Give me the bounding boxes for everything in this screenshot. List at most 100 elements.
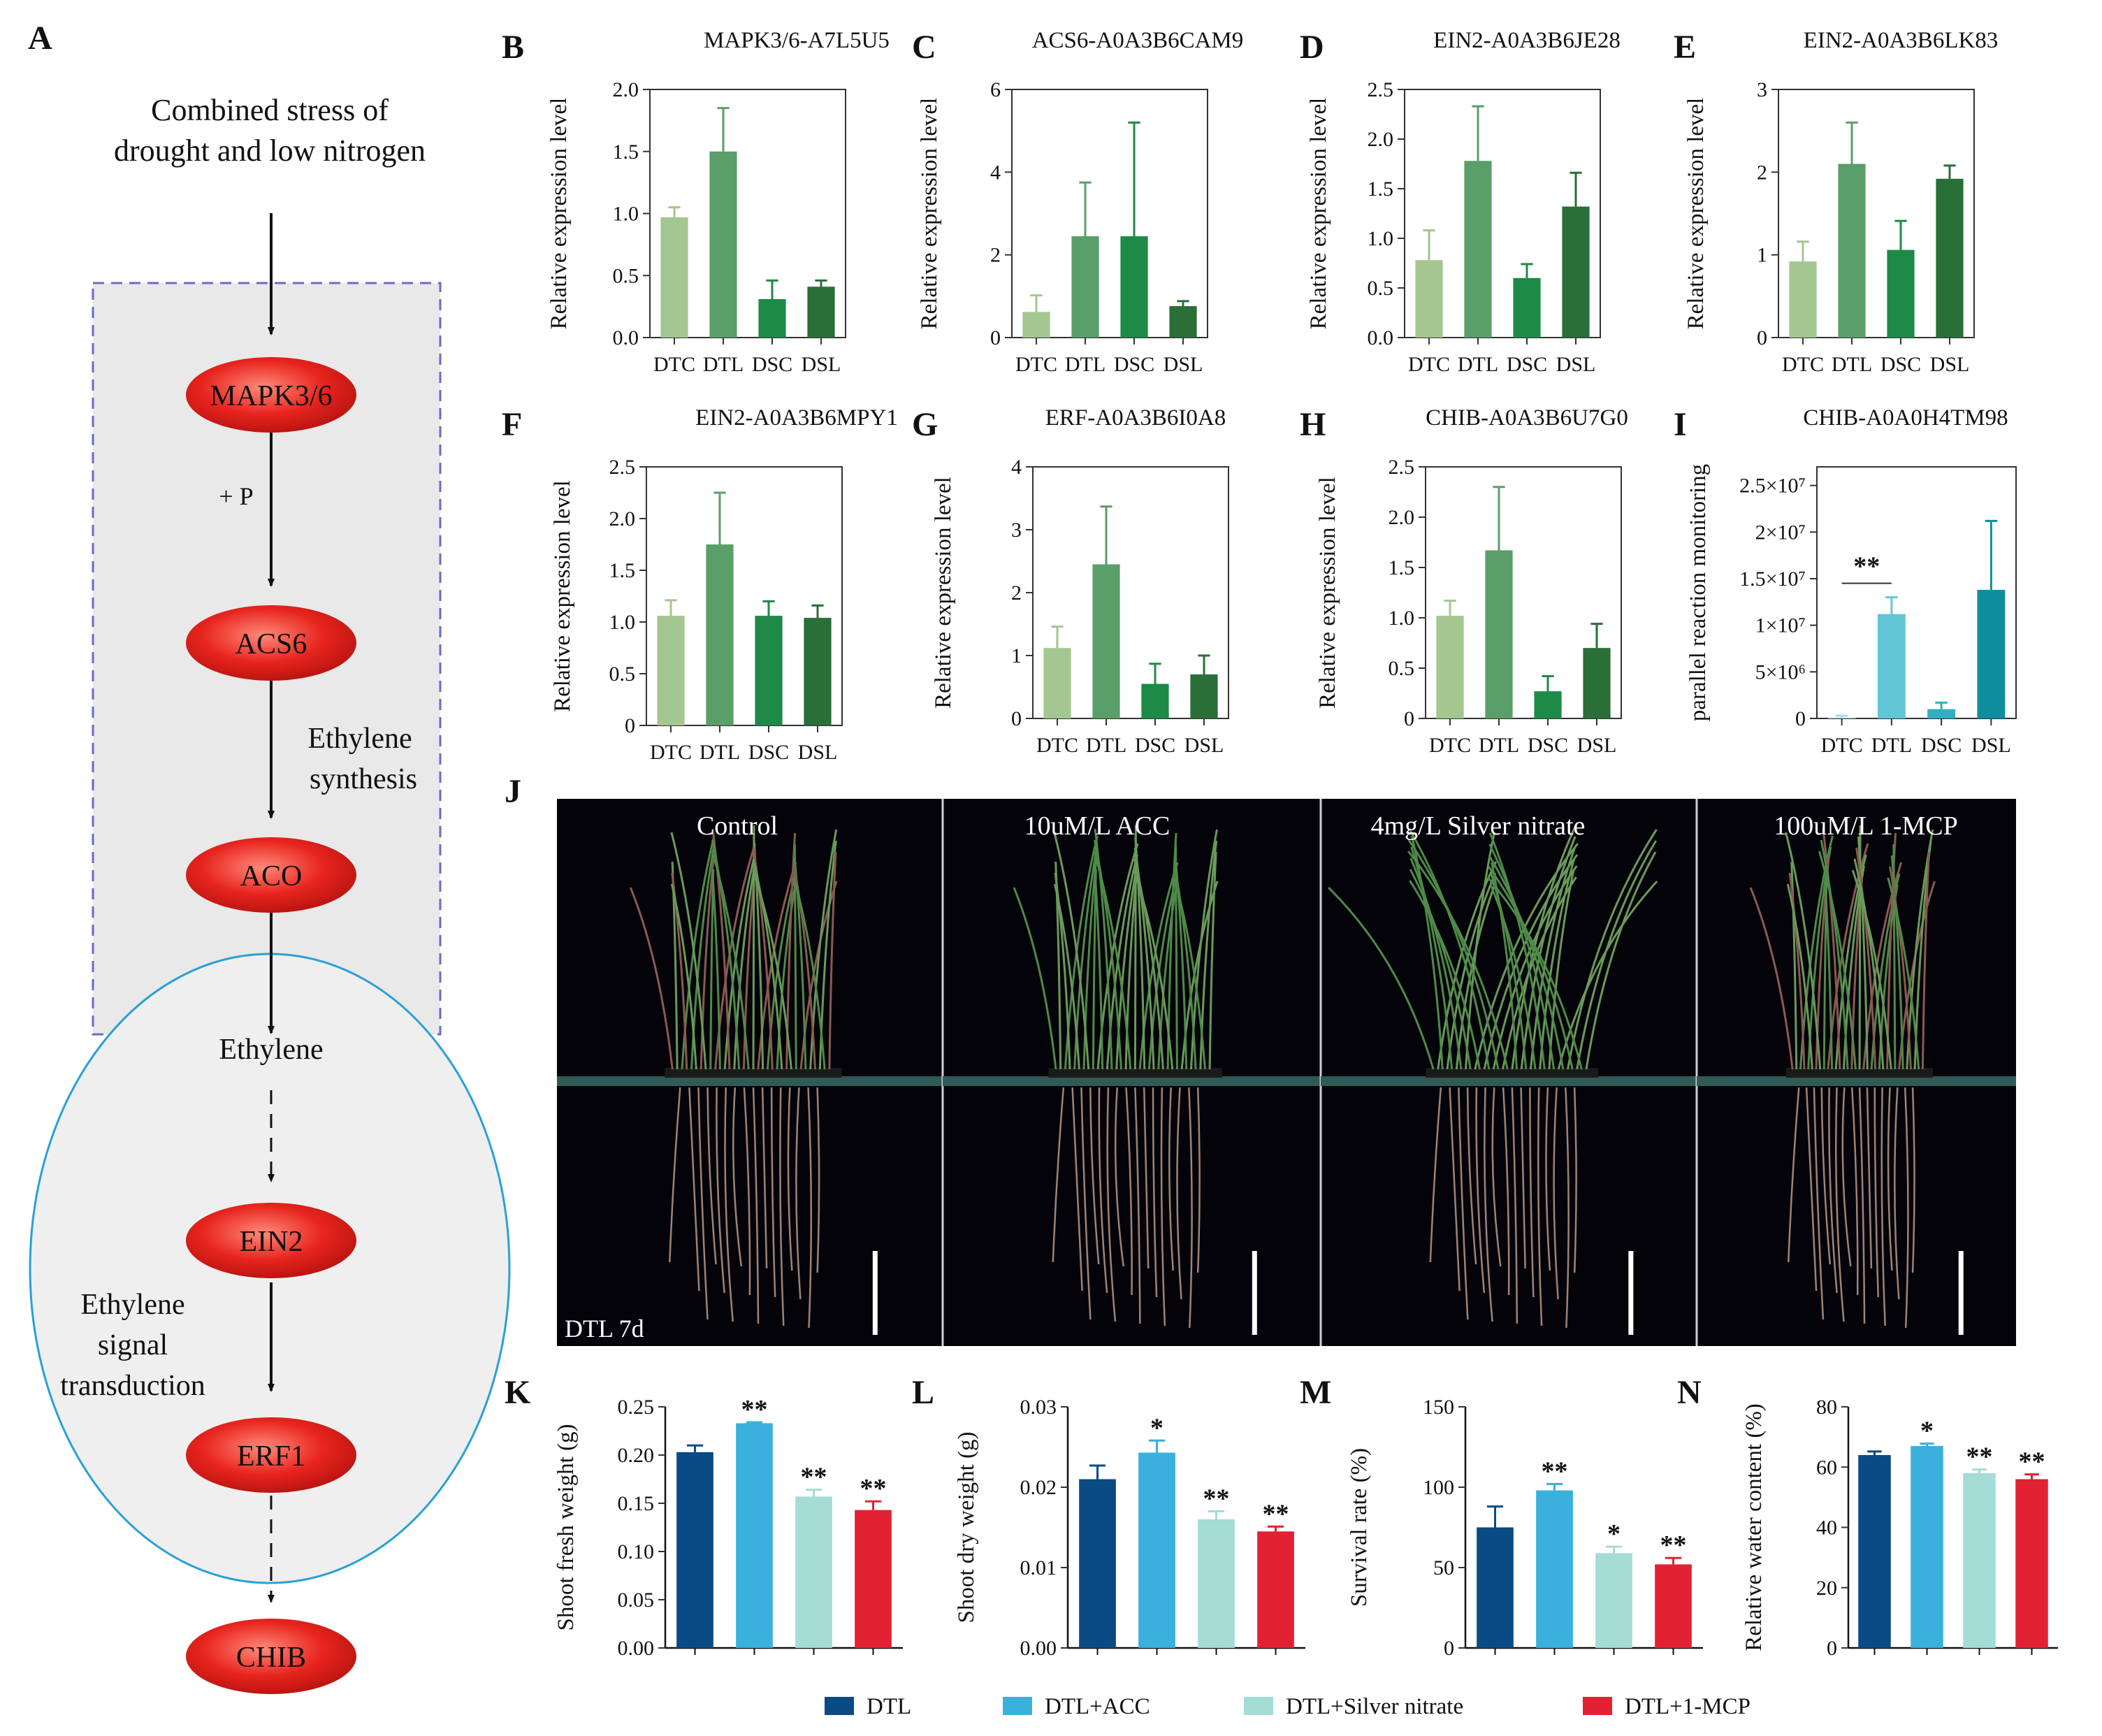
y-tick-label: 0.20 — [618, 1444, 655, 1467]
signal-line-1: Ethylene — [80, 1289, 184, 1321]
phospho-label: + P — [219, 482, 253, 510]
y-tick-label: 1 — [1011, 644, 1022, 667]
y-axis-label: Relative expression level — [1315, 477, 1340, 709]
chart-panel-g: G ERF-A0A3B6I0A8 0 1 2 3 4 Relative expression … — [912, 405, 1229, 757]
y-tick-label: 1×10⁷ — [1755, 614, 1806, 637]
chart-title-i: CHIB-A0A0H4TM98 — [1803, 405, 2008, 431]
water-surface — [1321, 1076, 1696, 1086]
x-tick-label: DTL — [1086, 734, 1126, 757]
bar-c-3 — [1169, 306, 1197, 338]
panel-label-b: B — [502, 29, 524, 66]
legend-swatch-2 — [1244, 1697, 1273, 1715]
bar-n-3 — [2015, 1479, 2048, 1648]
treatment-legend: DTL DTL+ACC DTL+Silver nitrate DTL+1-MCP — [825, 1694, 1751, 1719]
x-tick-label: DTL — [1479, 734, 1519, 757]
bar-h-2 — [1534, 691, 1562, 718]
x-tick-label: DSC — [1135, 734, 1175, 757]
significance-mark: ** — [1542, 1456, 1568, 1486]
y-tick-label: 2.0 — [609, 507, 636, 530]
bar-l-3 — [1257, 1531, 1294, 1648]
y-tick-label: 0.10 — [618, 1540, 655, 1563]
scale-bar — [1252, 1251, 1257, 1335]
y-tick-label: 0 — [625, 714, 635, 737]
y-tick-label: 0 — [1444, 1637, 1454, 1660]
bar-k-1 — [736, 1423, 773, 1648]
x-tick-label: DTL — [703, 353, 744, 376]
y-tick-label: 0.02 — [1020, 1476, 1057, 1499]
panel-label-d: D — [1300, 29, 1324, 66]
bar-b-1 — [709, 151, 737, 338]
y-tick-label: 50 — [1433, 1556, 1454, 1579]
bar-d-0 — [1415, 260, 1443, 338]
y-tick-label: 0.5 — [1368, 277, 1394, 300]
panel-label-n: N — [1677, 1374, 1702, 1411]
x-tick-label: DSC — [1114, 353, 1154, 376]
chart-panel-h: H CHIB-A0A3B6U7G0 0 0.5 1.0 1.5 2.0 2.5 Relative… — [1300, 405, 1628, 757]
bar-k-0 — [676, 1452, 713, 1648]
signal-line-3: transduction — [60, 1370, 205, 1402]
chart-panel-b: B MAPK3/6-A7L5U5 0.0 0.5 1.0 1.5 2.0 Relative e… — [502, 28, 890, 376]
chart-title-e: EIN2-A0A3B6LK83 — [1804, 28, 1999, 53]
shoots — [1749, 825, 1936, 1070]
panel-label-m: M — [1300, 1374, 1331, 1411]
bar-g-0 — [1043, 648, 1071, 718]
bar-f-2 — [755, 616, 783, 725]
y-tick-label: 0.05 — [618, 1589, 655, 1612]
chart-title-h: CHIB-A0A3B6U7G0 — [1426, 405, 1628, 431]
y-tick-label: 40 — [1816, 1517, 1837, 1540]
bar-c-1 — [1071, 236, 1099, 338]
photo-caption-1mcp: 100uM/L 1-MCP — [1774, 811, 1958, 841]
y-tick-label: 0 — [1795, 707, 1806, 730]
scale-bar — [872, 1251, 878, 1335]
bar-i-2 — [1927, 709, 1956, 718]
chart-panel-c: C ACS6-A0A3B6CAM9 0 2 4 6 Relative expression … — [912, 28, 1243, 376]
bar-e-1 — [1838, 164, 1866, 338]
bar-l-0 — [1079, 1479, 1116, 1648]
legend-label-0: DTL — [867, 1694, 911, 1719]
photo-caption-acc: 10uM/L ACC — [1024, 811, 1170, 841]
y-tick-label: 150 — [1423, 1396, 1454, 1419]
chart-panel-i: I CHIB-A0A0H4TM98 0 5×10⁶ 1×10⁷ 1.5×10⁷ 2×10⁷ 2… — [1674, 405, 2017, 757]
node-chib — [186, 1619, 356, 1694]
y-tick-label: 0.5 — [613, 264, 639, 287]
x-tick-label: DSC — [1880, 353, 1921, 376]
panel-label-k: K — [505, 1374, 530, 1411]
chart-title-f: EIN2-A0A3B6MPY1 — [695, 405, 898, 431]
node-mapk36-label: MAPK3/6 — [210, 380, 332, 412]
bar-h-1 — [1485, 550, 1513, 718]
water-surface — [943, 1076, 1320, 1086]
bar-m-0 — [1477, 1527, 1514, 1648]
shoots — [1328, 825, 1658, 1070]
bar-i-3 — [1977, 590, 2006, 718]
x-tick-label: DTC — [1015, 353, 1057, 376]
roots — [1429, 1087, 1577, 1329]
bar-c-0 — [1022, 312, 1050, 338]
panel-label-h: H — [1300, 406, 1326, 443]
bar-e-3 — [1936, 178, 1964, 338]
y-tick-label: 20 — [1816, 1577, 1837, 1600]
y-tick-label: 2.0 — [613, 78, 639, 101]
bar-i-1 — [1877, 614, 1906, 718]
x-tick-label: DSC — [1528, 734, 1568, 757]
y-axis-label: Relative expression level — [917, 98, 942, 330]
chart-panel-k: K 0.00 0.05 0.10 0.15 0.20 0.25 Shoot fresh wei… — [505, 1374, 903, 1660]
bar-d-1 — [1464, 161, 1492, 338]
bar-e-0 — [1789, 261, 1817, 338]
stress-line-1: Combined stress of — [151, 93, 389, 127]
y-tick-label: 1.5 — [613, 140, 639, 164]
plot-frame — [1404, 89, 1601, 338]
bar-h-3 — [1583, 648, 1611, 718]
y-tick-label: 60 — [1816, 1456, 1837, 1479]
plot-frame — [1778, 89, 1975, 338]
x-tick-label: DTL — [1065, 353, 1106, 376]
y-tick-label: 1.0 — [609, 611, 636, 634]
significance-mark: ** — [801, 1463, 827, 1492]
y-axis-label: parallel reaction monitoring — [1686, 464, 1711, 721]
panel-j-label: J — [505, 773, 521, 810]
legend-swatch-0 — [825, 1697, 854, 1715]
synthesis-line-2: synthesis — [310, 763, 417, 795]
bar-m-1 — [1536, 1490, 1573, 1648]
plot-frame — [1425, 466, 1622, 719]
